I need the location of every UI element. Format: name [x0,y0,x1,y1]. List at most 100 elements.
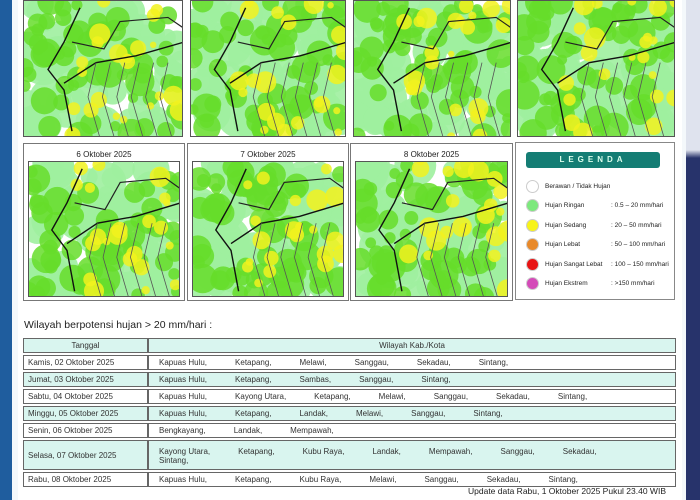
legend-label: Hujan Sedang [545,221,587,229]
region-name: Melawi, [299,358,327,367]
regions-cell: Kapuas Hulu, Kayong Utara, Ketapang, Melawi… [148,389,676,404]
table-row: Selasa, 07 Oktober 2025 Kayong Utara, Keta… [23,440,676,470]
table-row: Minggu, 05 Oktober 2025 Kapuas Hulu, Ketap… [23,406,676,421]
region-name: Sintang, [159,455,189,465]
rain-map-day-3 [353,0,511,137]
region-name: Kubu Raya, [302,446,345,456]
date-cell: Kamis, 02 Oktober 2025 [23,355,148,370]
rain-map-cell: 7 Oktober 2025 [187,143,349,301]
date-cell: Minggu, 05 Oktober 2025 [23,406,148,421]
legend-range: : 20 – 50 mm/hari [611,221,662,229]
regions-cell: Kayong Utara, Ketapang, Kubu Raya, Landak, M… [148,440,676,470]
table-row: Jumat, 03 Oktober 2025 Kapuas Hulu, Ketapa… [23,372,676,387]
update-timestamp: Update data Rabu, 1 Oktober 2025 Pukul 2… [468,486,666,496]
region-name: Ketapang, [235,475,272,484]
region-name: Sintang, [548,475,578,484]
legend-item: Hujan Sangat Lebat : 100 – 150 mm/hari [526,257,671,271]
legend-item: Berawan / Tidak Hujan [526,179,671,193]
region-name: Sanggau, [354,358,389,367]
region-name: Sekadau, [562,446,597,456]
region-name: Ketapang, [314,392,351,401]
region-name: Mempawah, [428,446,473,456]
date-cell: Senin, 06 Oktober 2025 [23,423,148,438]
region-name: Sanggau, [500,446,535,456]
header-region: Wilayah Kab./Kota [148,338,676,353]
legend-swatch-icon [526,218,539,232]
region-name: Melawi, [355,409,384,418]
table-row: Kamis, 02 Oktober 2025 Kapuas Hulu, Ketapa… [23,355,676,370]
regions-cell: Bengkayang, Landak, Mempawah, [148,423,676,438]
region-name: Kayong Utara, [159,446,211,456]
legend-label: Hujan Sangat Lebat [545,260,603,268]
section-title: Wilayah berpotensi hujan > 20 mm/hari : [24,319,213,331]
left-sidebar-strip [0,0,12,500]
regions-cell: Kapuas Hulu, Ketapang, Melawi, Sanggau, Seka… [148,355,676,370]
legend-item: Hujan Lebat : 50 – 100 mm/hari [526,238,671,252]
rain-map-cell: 8 Oktober 2025 [350,143,513,301]
region-name: Ketapang, [235,375,272,384]
region-name: Ketapang, [235,358,272,367]
legend-label: Hujan Lebat [545,241,581,248]
region-name: Sanggau, [411,409,446,418]
map-date-label: 7 Oktober 2025 [240,150,296,159]
table-row: Sabtu, 04 Oktober 2025 Kapuas Hulu, Kayong… [23,389,676,404]
rain-map [192,161,344,297]
legend-range: : >150 mm/hari [611,280,655,287]
region-name: Sintang, [478,358,509,367]
legend-swatch-icon [526,179,539,193]
region-name: Landak, [372,446,401,456]
legend-label: Berawan / Tidak Hujan [545,182,611,190]
rain-map [28,161,180,297]
legend-label: Hujan Ringan [545,202,585,209]
legend-title: LEGENDA [526,152,660,168]
rain-region-table: Tanggal Wilayah Kab./Kota Kamis, 02 Okto… [23,336,676,489]
legend-swatch-icon [526,277,539,290]
region-name: Landak, [299,409,328,418]
region-name: Sekadau, [496,392,530,401]
region-name: Ketapang, [235,409,272,418]
regions-cell: Kapuas Hulu, Ketapang, Sambas, Sanggau, Sint… [148,372,676,387]
region-name: Kapuas Hulu, [159,375,208,384]
header-date: Tanggal [23,338,148,353]
right-sidebar-strip [686,0,700,500]
legend-item: Hujan Ekstrem : >150 mm/hari [526,277,671,291]
region-name: Ketapang, [238,446,275,456]
legend-range: : 50 – 100 mm/hari [611,241,666,248]
legend-swatch-icon [526,257,539,271]
region-name: Sintang, [557,392,588,401]
table-header-row: Tanggal Wilayah Kab./Kota [23,338,676,353]
region-name: Kapuas Hulu, [159,392,208,401]
date-cell: Selasa, 07 Oktober 2025 [23,440,148,470]
region-name: Kayong Utara, [235,392,287,401]
date-cell: Sabtu, 04 Oktober 2025 [23,389,148,404]
legend-label: Hujan Ekstrem [545,280,588,287]
region-name: Sintang, [473,409,503,418]
rain-map-day-4 [517,0,675,137]
rain-map-day-1 [23,0,183,137]
legend-swatch-icon [526,199,539,212]
region-name: Melawi, [369,475,397,484]
rain-map-day-2 [190,0,346,137]
region-name: Sekadau, [416,358,451,367]
regions-cell: Kapuas Hulu, Ketapang, Kubu Raya, Melawi, Sa… [148,472,676,487]
region-name: Kubu Raya, [299,475,342,484]
map-date-label: 8 Oktober 2025 [403,150,460,159]
region-name: Melawi, [378,392,406,401]
region-name: Sambas, [299,375,332,384]
date-cell: Jumat, 03 Oktober 2025 [23,372,148,387]
legend-range: : 100 – 150 mm/hari [611,260,669,268]
region-name: Sanggau, [433,392,469,401]
regions-cell: Kapuas Hulu, Ketapang, Landak, Melawi, Sangg… [148,406,676,421]
region-name: Kapuas Hulu, [159,409,208,418]
region-name: Sanggau, [424,475,459,484]
date-cell: Rabu, 08 Oktober 2025 [23,472,148,487]
table-row: Senin, 06 Oktober 2025 Bengkayang, Landak,… [23,423,676,438]
legend-range: : 0.5 – 20 mm/hari [611,202,664,209]
region-name: Mempawah, [290,426,334,435]
region-name: Sekadau, [486,475,521,484]
region-name: Kapuas Hulu, [159,475,208,484]
legend-swatch-icon [526,238,539,251]
legend: LEGENDA Berawan / Tidak Hujan Hujan Ringa… [515,142,675,300]
rain-map [355,161,508,297]
region-name: Bengkayang, [159,426,206,435]
